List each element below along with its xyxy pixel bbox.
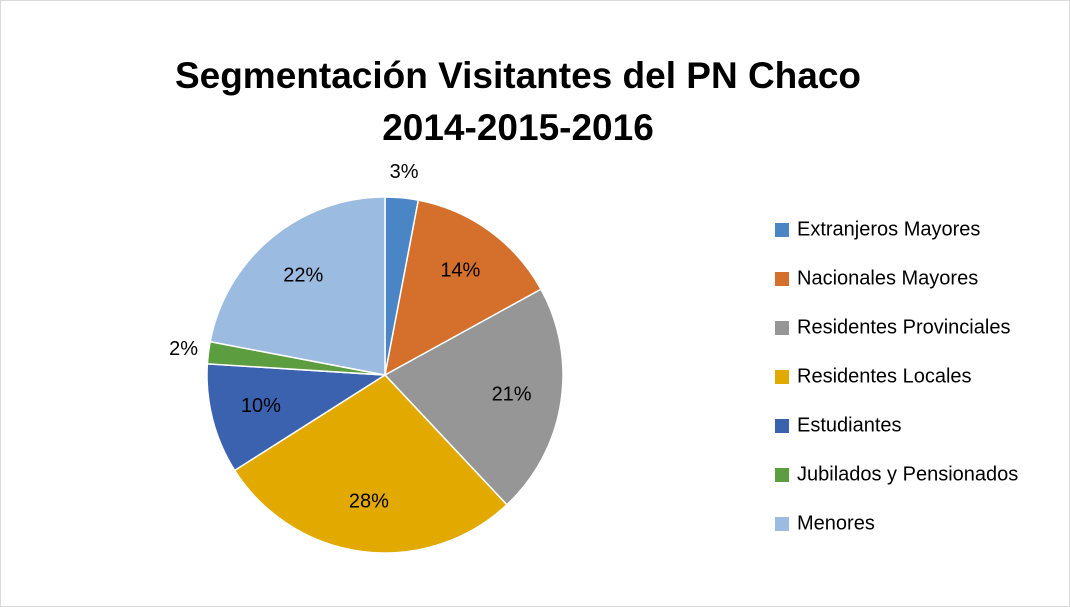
data-label: 28% xyxy=(349,490,389,512)
pie-slice xyxy=(383,199,543,377)
data-label: 2% xyxy=(169,338,198,360)
legend-label: Estudiantes xyxy=(797,414,902,436)
pie-slice xyxy=(233,374,508,554)
legend-swatch xyxy=(775,517,789,531)
data-label: 14% xyxy=(440,260,480,282)
legend-label: Residentes Locales xyxy=(797,365,972,387)
legend-label: Extranjeros Mayores xyxy=(797,218,980,240)
data-label: 3% xyxy=(390,161,419,183)
pie-slice xyxy=(206,363,388,472)
legend-label: Jubilados y Pensionados xyxy=(797,463,1018,485)
data-label: 10% xyxy=(241,395,281,417)
legend-swatch xyxy=(775,370,789,384)
legend-swatch xyxy=(775,272,789,286)
legend-label: Residentes Provinciales xyxy=(797,316,1010,338)
legend-label: Nacionales Mayores xyxy=(797,267,978,289)
legend-swatch xyxy=(775,419,789,433)
data-label: 22% xyxy=(283,265,323,287)
legend-label: Menores xyxy=(797,512,875,534)
chart-title: Segmentación Visitantes del PN Chaco xyxy=(175,55,861,96)
pie-slice xyxy=(209,196,386,376)
legend-swatch xyxy=(775,223,789,237)
legend-swatch xyxy=(775,321,789,335)
data-label: 21% xyxy=(492,383,532,405)
chart-title: 2014-2015-2016 xyxy=(382,107,654,148)
legend-swatch xyxy=(775,468,789,482)
pie-slice xyxy=(383,288,564,506)
